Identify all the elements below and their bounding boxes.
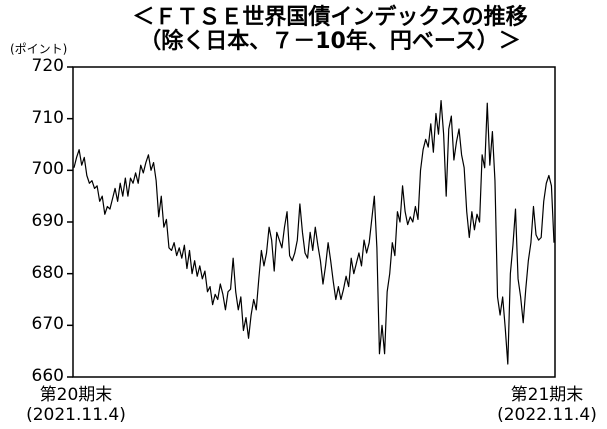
plot-area-frame [72, 66, 556, 378]
x-tick-label-period: 第21期末 [510, 385, 584, 405]
chart-title-line-2: （除く日本、７－10年、円ベース）＞ [139, 29, 521, 54]
y-tick-label: 720 [31, 56, 64, 76]
y-tick-label: 680 [31, 262, 64, 283]
y-tick-label: 700 [31, 159, 64, 180]
y-tick-label: 710 [31, 107, 64, 128]
chart-title-line-1: ＜ＦＴＳＥ世界国債インデックスの推移 [132, 5, 528, 30]
x-tick-label-date: (2022.11.4) [497, 405, 597, 425]
y-tick-label: 670 [31, 314, 64, 335]
x-tick-label: 第20期末 (2021.11.4) [11, 385, 141, 425]
x-tick-label: 第21期末 (2022.11.4) [482, 385, 607, 425]
y-tick-label: 690 [31, 211, 64, 231]
y-axis-unit-label: (ポイント) [10, 42, 68, 56]
y-tick-label: 660 [31, 366, 64, 386]
x-tick-label-date: (2021.11.4) [26, 405, 126, 425]
series-line [73, 99, 555, 365]
x-tick-label-period: 第20期末 [39, 385, 113, 405]
